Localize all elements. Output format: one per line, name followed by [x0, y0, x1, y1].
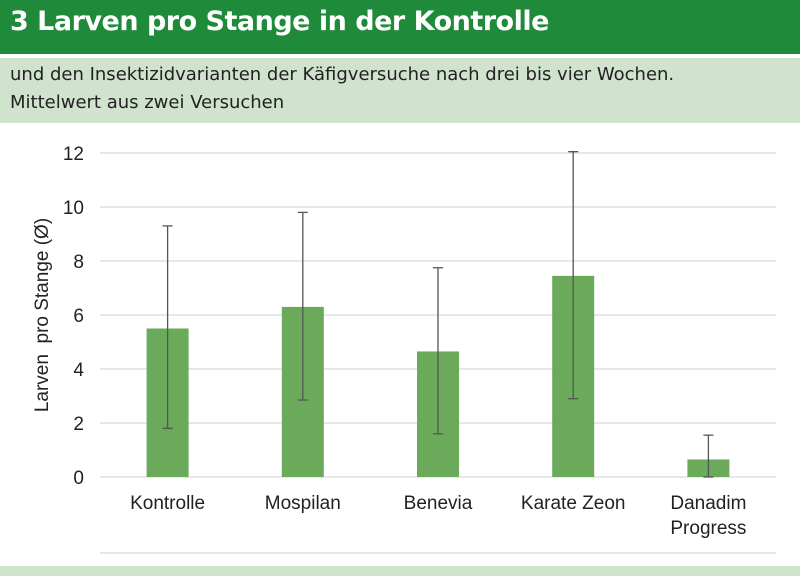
bottom-bar	[0, 566, 800, 576]
y-tick-label: 4	[73, 360, 84, 381]
title-bar: 3 Larven pro Stange in der Kontrolle	[0, 0, 800, 54]
x-tick-label: Karate Zeon	[521, 493, 626, 514]
y-tick-label: 0	[73, 468, 84, 489]
bar-chart: 0 2 4 6 8 10 12 Larven pro Stange (Ø) Kontrolle M…	[32, 144, 776, 554]
x-tick-label: Benevia	[404, 493, 473, 514]
y-tick-label: 10	[63, 198, 84, 219]
subtitle-line-1: und den Insektizidvarianten der Käfigver…	[10, 64, 675, 85]
y-axis-label: Larven pro Stange (Ø)	[32, 218, 53, 412]
x-tick-label: Danadim	[670, 493, 746, 514]
x-tick-label: Kontrolle	[130, 493, 205, 514]
y-tick-label: 6	[73, 306, 84, 327]
x-tick-label: Mospilan	[265, 493, 341, 514]
y-tick-label: 2	[73, 414, 84, 435]
chart-title: 3 Larven pro Stange in der Kontrolle	[10, 6, 549, 37]
y-tick-label: 8	[73, 252, 84, 273]
x-tick-label: Progress	[670, 518, 746, 539]
subtitle-line-2: Mittelwert aus zwei Versuchen	[10, 92, 285, 113]
y-tick-label: 12	[63, 144, 84, 165]
subtitle-bar: und den Insektizidvarianten der Käfigver…	[0, 58, 800, 123]
